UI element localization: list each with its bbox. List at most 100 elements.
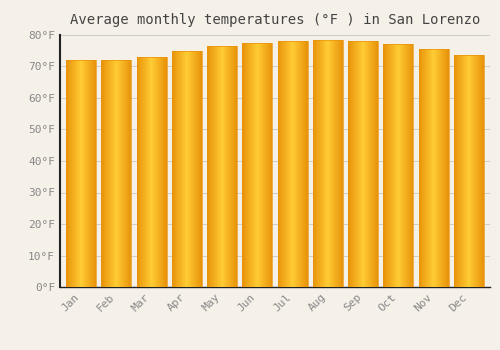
Bar <box>294 41 295 287</box>
Bar <box>122 60 123 287</box>
Bar <box>478 55 480 287</box>
Bar <box>460 55 462 287</box>
Bar <box>262 43 264 287</box>
Bar <box>313 40 314 287</box>
Bar <box>250 43 252 287</box>
Bar <box>367 41 368 287</box>
Bar <box>480 55 481 287</box>
Bar <box>307 41 308 287</box>
Bar <box>120 60 121 287</box>
Bar <box>106 60 108 287</box>
Bar <box>403 44 404 287</box>
Bar <box>75 60 76 287</box>
Bar <box>434 49 435 287</box>
Bar <box>339 40 340 287</box>
Bar <box>207 46 237 287</box>
Bar <box>340 40 342 287</box>
Bar <box>296 41 297 287</box>
Bar <box>362 41 363 287</box>
Bar <box>364 41 366 287</box>
Bar <box>446 49 447 287</box>
Bar <box>76 60 78 287</box>
Bar <box>369 41 370 287</box>
Bar <box>102 60 103 287</box>
Bar <box>268 43 270 287</box>
Bar <box>178 51 180 287</box>
Bar <box>331 40 332 287</box>
Bar <box>74 60 75 287</box>
Bar <box>328 40 330 287</box>
Bar <box>158 57 159 287</box>
Bar <box>384 44 414 287</box>
Bar <box>220 46 222 287</box>
Bar <box>465 55 466 287</box>
Bar <box>394 44 396 287</box>
Bar <box>199 51 200 287</box>
Bar <box>409 44 410 287</box>
Title: Average monthly temperatures (°F ) in San Lorenzo: Average monthly temperatures (°F ) in Sa… <box>70 13 480 27</box>
Bar <box>286 41 288 287</box>
Bar <box>396 44 397 287</box>
Bar <box>223 46 224 287</box>
Bar <box>127 60 128 287</box>
Bar <box>234 46 235 287</box>
Bar <box>445 49 446 287</box>
Bar <box>112 60 114 287</box>
Bar <box>136 57 166 287</box>
Bar <box>330 40 331 287</box>
Bar <box>180 51 181 287</box>
Bar <box>82 60 84 287</box>
Bar <box>447 49 448 287</box>
Bar <box>126 60 127 287</box>
Bar <box>66 60 67 287</box>
Bar <box>483 55 484 287</box>
Bar <box>172 51 202 287</box>
Bar <box>279 41 280 287</box>
Bar <box>249 43 250 287</box>
Bar <box>160 57 162 287</box>
Bar <box>441 49 442 287</box>
Bar <box>297 41 298 287</box>
Bar <box>109 60 110 287</box>
Bar <box>313 40 343 287</box>
Bar <box>318 40 319 287</box>
Bar <box>236 46 237 287</box>
Bar <box>70 60 72 287</box>
Bar <box>219 46 220 287</box>
Bar <box>454 55 456 287</box>
Bar <box>469 55 470 287</box>
Bar <box>157 57 158 287</box>
Bar <box>151 57 152 287</box>
Bar <box>144 57 145 287</box>
Bar <box>320 40 321 287</box>
Bar <box>108 60 109 287</box>
Bar <box>351 41 352 287</box>
Bar <box>376 41 378 287</box>
Bar <box>84 60 85 287</box>
Bar <box>164 57 165 287</box>
Bar <box>81 60 82 287</box>
Bar <box>386 44 387 287</box>
Bar <box>375 41 376 287</box>
Bar <box>355 41 356 287</box>
Bar <box>259 43 260 287</box>
Bar <box>373 41 374 287</box>
Bar <box>117 60 118 287</box>
Bar <box>288 41 289 287</box>
Bar <box>69 60 70 287</box>
Bar <box>342 40 343 287</box>
Bar <box>165 57 166 287</box>
Bar <box>421 49 422 287</box>
Bar <box>248 43 249 287</box>
Bar <box>210 46 211 287</box>
Bar <box>458 55 459 287</box>
Bar <box>90 60 91 287</box>
Bar <box>129 60 130 287</box>
Bar <box>348 41 378 287</box>
Bar <box>322 40 324 287</box>
Bar <box>411 44 412 287</box>
Bar <box>356 41 357 287</box>
Bar <box>385 44 386 287</box>
Bar <box>336 40 337 287</box>
Bar <box>254 43 255 287</box>
